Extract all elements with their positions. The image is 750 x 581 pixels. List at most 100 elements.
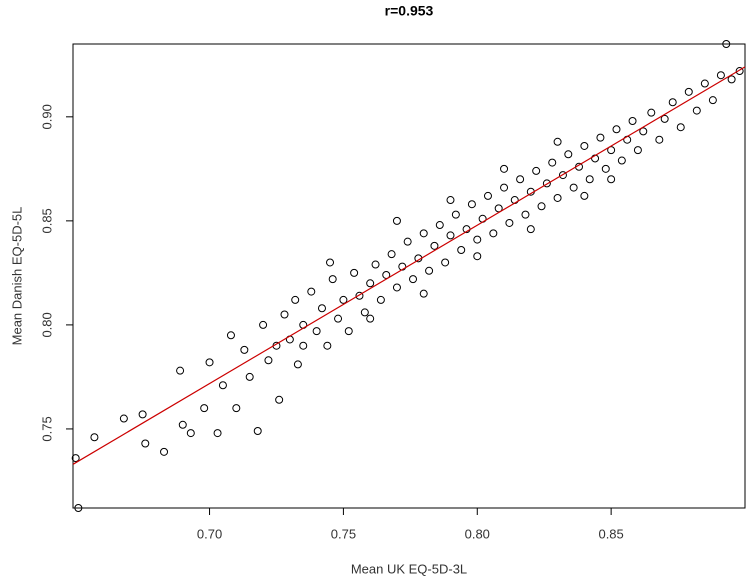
point	[213, 429, 222, 438]
point	[692, 106, 701, 115]
point	[178, 420, 187, 429]
point	[299, 341, 308, 350]
point	[253, 427, 262, 436]
x-tick-label: 0.85	[598, 526, 623, 541]
point	[467, 200, 476, 209]
point	[176, 366, 185, 375]
point	[328, 275, 337, 284]
point	[668, 98, 677, 107]
point	[90, 433, 99, 442]
point	[141, 439, 150, 448]
y-tick-label: 0.80	[39, 312, 54, 337]
point	[200, 404, 209, 413]
point	[138, 410, 147, 419]
point	[542, 179, 551, 188]
point	[722, 40, 731, 48]
point	[392, 216, 401, 225]
point	[240, 345, 249, 354]
chart-title: r=0.953	[385, 3, 434, 19]
point	[419, 289, 428, 298]
point	[446, 196, 455, 205]
point	[660, 114, 669, 123]
point	[334, 314, 343, 323]
point	[275, 395, 284, 404]
point	[623, 135, 632, 144]
point	[71, 454, 80, 463]
point	[355, 291, 364, 300]
point	[553, 193, 562, 202]
point	[366, 314, 375, 323]
point	[548, 158, 557, 167]
point	[532, 166, 541, 175]
point	[264, 356, 273, 365]
point	[245, 372, 254, 381]
point	[280, 310, 289, 319]
point	[537, 202, 546, 211]
point	[617, 156, 626, 165]
y-tick-label: 0.85	[39, 208, 54, 233]
point	[596, 133, 605, 142]
y-tick-label: 0.75	[39, 416, 54, 441]
point	[505, 218, 514, 227]
point	[218, 381, 227, 390]
point	[655, 135, 664, 144]
point	[360, 308, 369, 317]
point	[403, 237, 412, 246]
point	[307, 287, 316, 296]
point	[435, 221, 444, 230]
x-tick-label: 0.75	[331, 526, 356, 541]
point	[419, 229, 428, 238]
point	[639, 127, 648, 136]
point	[727, 75, 736, 84]
point	[226, 331, 235, 340]
point	[160, 447, 169, 456]
point	[526, 225, 535, 234]
point	[344, 327, 353, 336]
point	[425, 266, 434, 275]
point	[500, 164, 509, 173]
point	[441, 258, 450, 267]
point	[312, 327, 321, 336]
x-axis-label: Mean UK EQ-5D-3L	[351, 561, 467, 576]
point	[119, 414, 128, 423]
point	[205, 358, 214, 367]
plot-frame	[72, 43, 746, 509]
point	[735, 67, 744, 76]
fit-line	[72, 66, 746, 465]
point	[291, 295, 300, 304]
point	[700, 79, 709, 88]
point	[371, 260, 380, 269]
point	[580, 141, 589, 150]
point	[259, 320, 268, 329]
point	[293, 360, 302, 369]
x-tick-label: 0.70	[197, 526, 222, 541]
point	[500, 183, 509, 192]
point	[716, 71, 725, 80]
point	[601, 164, 610, 173]
x-tick-label: 0.80	[465, 526, 490, 541]
point	[569, 183, 578, 192]
point	[633, 146, 642, 155]
point	[186, 429, 195, 438]
point	[350, 268, 359, 277]
point	[473, 252, 482, 261]
point	[446, 231, 455, 240]
point	[628, 116, 637, 125]
point	[553, 137, 562, 146]
point	[580, 191, 589, 200]
point	[317, 304, 326, 313]
point	[521, 210, 530, 219]
point	[451, 210, 460, 219]
point	[647, 108, 656, 117]
y-axis-label: Mean Danish EQ-5D-5L	[9, 207, 24, 346]
point	[232, 404, 241, 413]
point	[585, 175, 594, 184]
point	[74, 504, 83, 512]
point	[323, 341, 332, 350]
point	[409, 275, 418, 284]
point	[473, 235, 482, 244]
point	[564, 150, 573, 159]
point	[558, 171, 567, 180]
point	[392, 283, 401, 292]
point	[387, 250, 396, 259]
